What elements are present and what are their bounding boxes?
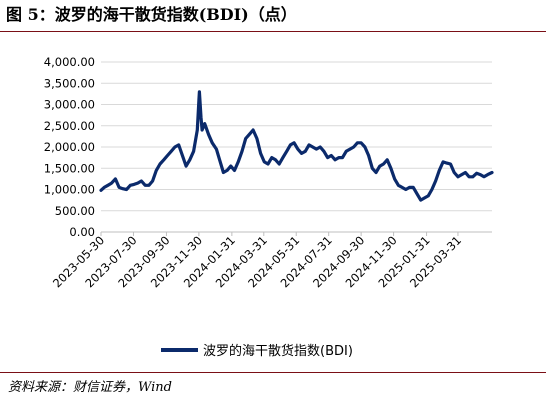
y-tick-label: 4,000.00	[44, 55, 95, 69]
legend-label: 波罗的海干散货指数(BDI)	[203, 343, 353, 359]
y-tick-label: 0.00	[69, 225, 95, 239]
y-tick-label: 2,500.00	[44, 119, 95, 133]
source-rule	[0, 372, 546, 373]
y-axis-tick-labels: 0.00 500.00 1,000.00 1,500.00 2,000.00 2,500.…	[44, 55, 95, 239]
y-tick-label: 500.00	[55, 204, 95, 218]
figure-title: 图 5：波罗的海干散货指数(BDI)（点）	[6, 5, 297, 24]
bdi-series-line	[99, 90, 494, 202]
source-note: 资料来源：财信证券，Wind	[8, 380, 172, 395]
title-rule	[0, 31, 546, 32]
y-tick-label: 1,500.00	[44, 161, 95, 175]
y-tick-label: 3,500.00	[44, 76, 95, 90]
bdi-line-chart: 0.00 500.00 1,000.00 1,500.00 2,000.00 2,500.…	[44, 55, 494, 359]
y-tick-label: 1,000.00	[44, 183, 95, 197]
x-axis-tick-labels: 2023-05-302023-07-302023-09-302023-11-30…	[50, 232, 464, 290]
y-tick-label: 2,000.00	[44, 140, 95, 154]
chart-legend: 波罗的海干散货指数(BDI)	[161, 343, 353, 359]
y-tick-label: 3,000.00	[44, 98, 95, 112]
